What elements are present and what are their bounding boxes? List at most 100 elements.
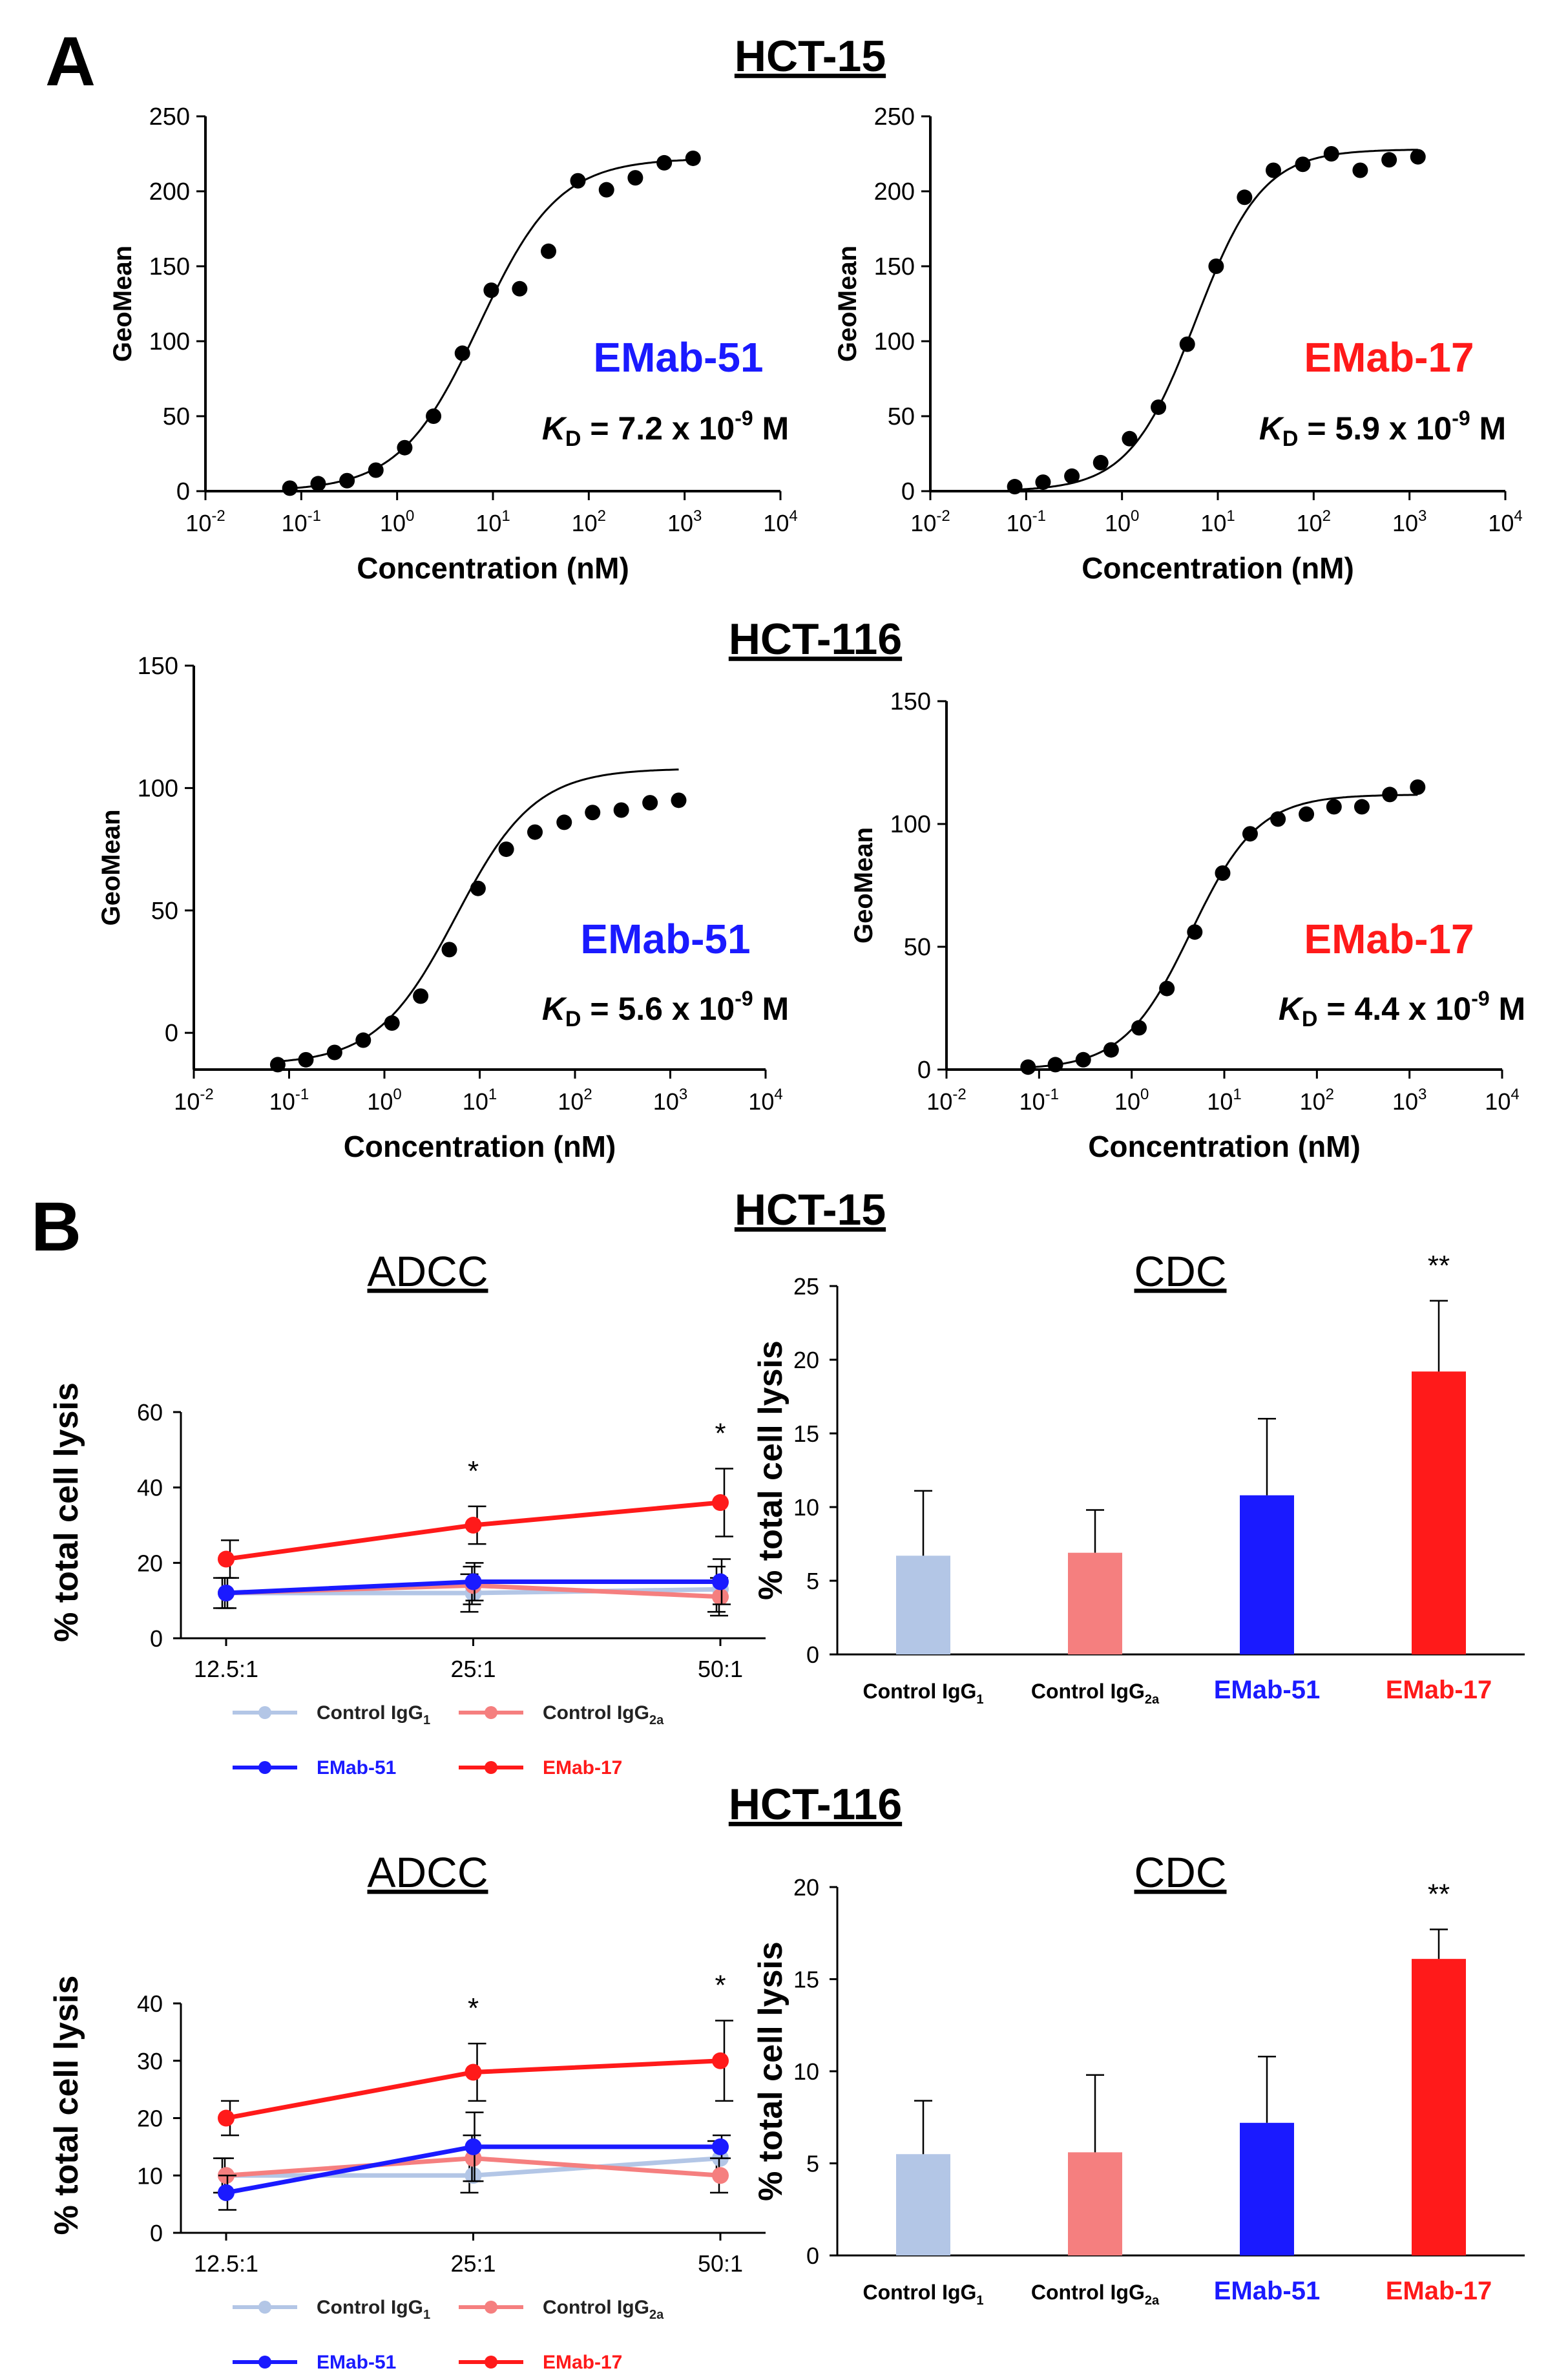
x-tick-label: 101 [1207, 1086, 1241, 1115]
data-point [527, 824, 543, 840]
data-point [1295, 156, 1311, 173]
y-tick-label: 10 [793, 2058, 819, 2085]
data-point [642, 795, 658, 811]
kd-label: KD = 4.4 x 10-9 M [1279, 987, 1525, 1031]
panel-label-a: A [45, 22, 96, 100]
data-point [712, 2138, 729, 2155]
kd-label: KD = 7.2 x 10-9 M [542, 406, 789, 451]
bar [896, 1556, 950, 1654]
x-category-label: EMab-17 [1386, 1676, 1492, 1704]
fit-curve [277, 768, 679, 1062]
x-tick-label: 50:1 [698, 2250, 743, 2277]
x-tick-label: 100 [1114, 1086, 1149, 1115]
data-point [1354, 799, 1370, 815]
data-point [465, 2064, 482, 2081]
significance-marker: * [468, 1992, 479, 2024]
data-point [712, 1588, 729, 1605]
data-point [426, 408, 442, 424]
y-tick-label: 5 [806, 1568, 819, 1594]
data-point [1381, 152, 1397, 168]
data-point [1047, 1057, 1063, 1073]
x-tick-label: 103 [667, 507, 702, 536]
y-tick-label: 0 [165, 1020, 178, 1047]
data-point [712, 2052, 729, 2069]
data-point [298, 1051, 314, 1068]
y-axis-label: % total cell lysis [752, 1941, 789, 2201]
y-tick-label: 150 [890, 688, 931, 715]
data-point [570, 173, 586, 189]
data-point [465, 1573, 482, 1590]
data-point [218, 2184, 235, 2201]
x-tick-label: 12.5:1 [194, 2250, 258, 2277]
bar [896, 2154, 950, 2255]
data-point [613, 802, 629, 818]
x-tick-label: 25:1 [450, 1656, 496, 1682]
bar [1068, 2152, 1122, 2255]
chart-title: CDC [1134, 1848, 1227, 1896]
data-point [326, 1044, 342, 1061]
data-point [218, 1585, 235, 1601]
cell-line-title-b-hct116: HCT-116 [729, 1780, 902, 1829]
y-tick-label: 20 [793, 1874, 819, 1901]
x-tick-label: 10-1 [1007, 507, 1046, 536]
y-axis-label: GeoMean [833, 246, 862, 362]
x-tick-label: 10-1 [269, 1086, 309, 1115]
bar [1240, 1495, 1294, 1654]
y-tick-label: 100 [138, 775, 178, 802]
x-tick-label: 12.5:1 [194, 1656, 258, 1682]
data-point [282, 480, 298, 496]
data-point [218, 1550, 235, 1568]
legend-label: Control IgG1 [317, 2297, 430, 2322]
binding-chart-hct116-emab17: 0 50 100 150 10-2 10-1 100 101 102 103 104 Concentr… [850, 688, 1525, 1163]
x-tick-label: 100 [1105, 507, 1139, 536]
adcc-chart-hct116: ADCC 0 10 20 30 40 12.5:1 25:1 50:1 % total cell … [48, 1848, 766, 2373]
legend-label: Control IgG1 [317, 1702, 430, 1727]
x-category-label: Control IgG2a [1031, 1680, 1160, 1707]
data-point [1020, 1059, 1036, 1075]
x-tick-label: 100 [380, 507, 414, 536]
x-tick-label: 25:1 [450, 2250, 496, 2277]
x-tick-label: 100 [367, 1086, 401, 1115]
x-tick-label: 103 [1392, 507, 1427, 536]
x-axis-label: Concentration (nM) [1082, 551, 1354, 585]
kd-label: KD = 5.9 x 10-9 M [1259, 406, 1506, 451]
data-point [384, 1015, 400, 1031]
x-tick-label: 103 [653, 1086, 687, 1115]
legend-marker [258, 2301, 271, 2314]
x-tick-label: 10-2 [910, 507, 950, 536]
x-category-label: Control IgG1 [862, 2281, 983, 2308]
y-tick-label: 30 [137, 2048, 163, 2074]
y-tick-label: 150 [874, 253, 915, 280]
legend-marker [258, 2356, 271, 2369]
data-point [498, 841, 514, 858]
data-point [413, 988, 429, 1004]
y-tick-label: 100 [149, 328, 190, 355]
data-point [1151, 399, 1167, 416]
x-tick-label: 102 [558, 1086, 592, 1115]
y-tick-label: 200 [149, 178, 190, 206]
x-tick-label: 104 [763, 507, 797, 536]
data-point [712, 1494, 729, 1511]
data-point [1242, 826, 1258, 842]
data-point [470, 880, 486, 896]
y-tick-label: 0 [917, 1057, 931, 1084]
y-tick-label: 0 [176, 478, 190, 505]
x-tick-label: 101 [463, 1086, 497, 1115]
x-axis-label: Concentration (nM) [344, 1130, 616, 1163]
data-point [310, 476, 326, 492]
y-tick-label: 10 [137, 2162, 163, 2189]
data-point [269, 1057, 286, 1073]
x-tick-label: 10-1 [282, 507, 321, 536]
x-category-label: EMab-17 [1386, 2277, 1492, 2305]
legend-label: EMab-51 [317, 1757, 396, 1779]
y-tick-label: 0 [150, 1625, 163, 1652]
x-tick-label: 50:1 [698, 1656, 743, 1682]
y-tick-label: 50 [163, 403, 190, 430]
data-point [598, 182, 614, 198]
data-point [1382, 786, 1398, 803]
bar [1412, 1959, 1466, 2255]
legend-marker [485, 1706, 497, 1719]
data-point [1326, 799, 1342, 815]
y-axis-label: GeoMean [109, 246, 137, 362]
